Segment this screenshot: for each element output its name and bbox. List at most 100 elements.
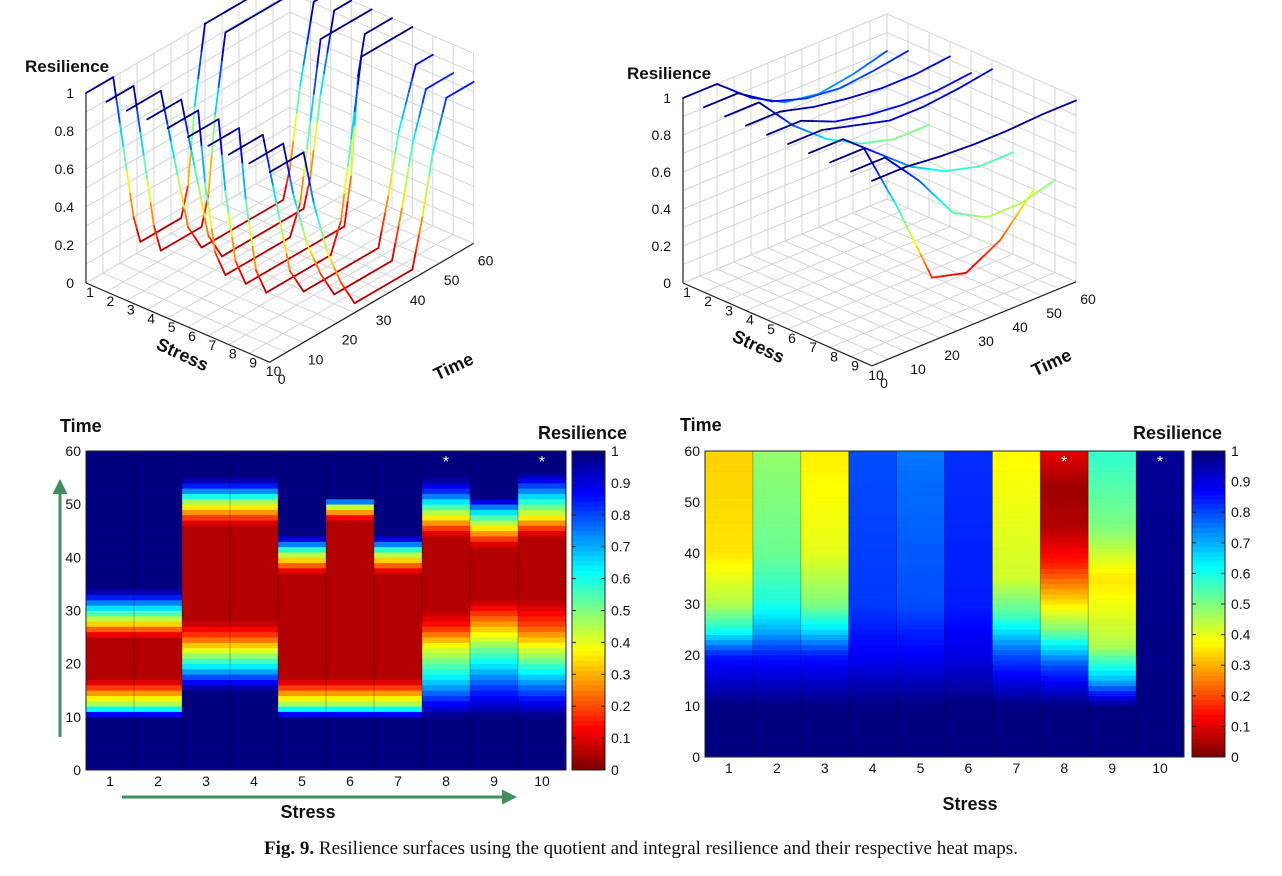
heatmap-cell (800, 614, 850, 620)
surface-line-stress-2 (105, 0, 283, 252)
colorbar-swatch (1192, 656, 1225, 662)
heatmap-cell (1040, 619, 1089, 625)
heatmap-cell (518, 668, 567, 675)
heatmap-cell (326, 488, 375, 494)
heatmap-cell (422, 498, 471, 505)
heatmap-cell (705, 670, 754, 676)
heatmap-cell (422, 530, 471, 537)
heatmap-cell (182, 716, 231, 723)
heatmap-cell (896, 706, 945, 712)
heatmap-column-7 (992, 450, 1041, 758)
surface-line-segment (326, 30, 332, 54)
grid-line (136, 252, 321, 333)
surface-line-segment (340, 281, 346, 289)
colorbar-swatch (572, 740, 605, 746)
heatmap-cell (278, 764, 327, 771)
heatmap-cell (374, 610, 423, 617)
stress-tick-label: 5 (168, 319, 176, 335)
heatmap-cell (752, 614, 802, 620)
heatmap-column-1 (85, 450, 135, 771)
heatmap-cell (86, 451, 135, 457)
heatmap-cell (848, 721, 897, 727)
heatmap-cell (134, 759, 183, 766)
colorbar-swatch (1192, 728, 1225, 734)
heatmap-cell (896, 675, 945, 681)
heatmap-cell (374, 552, 423, 558)
colorbar-swatch (572, 665, 605, 671)
surface-line-segment (387, 172, 393, 196)
surface-line-segment (924, 124, 930, 128)
heatmap-cell (518, 493, 567, 500)
heatmap-cell (518, 642, 567, 649)
heatmap-cell (1088, 655, 1137, 661)
grid-line (289, 68, 474, 149)
heatmap-cell (1136, 644, 1185, 651)
heatmap-cell (374, 498, 423, 505)
heatmap-cell (278, 716, 327, 723)
heatmap-cell (1040, 731, 1089, 737)
heatmap-cell (374, 684, 423, 691)
heatmap-cell (1088, 746, 1137, 753)
heatmap-cell (800, 466, 850, 472)
heatmap-cell (1040, 680, 1089, 686)
surface-line-segment (241, 275, 247, 285)
heatmap-cell (422, 626, 471, 633)
surface-line-segment (401, 103, 407, 120)
heatmap-cell (1136, 665, 1185, 671)
heatmap-cell (752, 690, 802, 697)
heatmap-cell (278, 589, 327, 595)
colorbar-swatch (572, 700, 605, 706)
heatmap-cell (992, 700, 1041, 707)
heatmap-cell (278, 732, 327, 739)
heatmap-cell (992, 634, 1041, 641)
heatmap-cell (278, 493, 327, 500)
heatmap-cell (422, 653, 471, 659)
heatmap-cell (230, 764, 279, 771)
heatmap-cell (134, 605, 183, 611)
heatmap-cell (182, 621, 231, 627)
heatmap-cell (230, 679, 279, 686)
heatmap-cell (422, 695, 471, 702)
heatmap-cell (848, 746, 897, 753)
heatmap-cell (422, 589, 471, 595)
heatmap-cell (86, 509, 135, 516)
heatmap-cell (705, 655, 754, 661)
heatmap-cell (230, 525, 279, 532)
heatmap-cell (1136, 456, 1185, 462)
heatmap-cell (134, 493, 183, 500)
heatmap-cell (992, 665, 1041, 671)
heatmap-cell (1136, 496, 1185, 503)
surface-line-segment (309, 92, 315, 122)
y-tick-label: 20 (684, 647, 700, 663)
heatmap-cell (1040, 634, 1089, 641)
heatmap-cell (86, 589, 135, 595)
heatmap-cell (518, 727, 567, 734)
heatmap-cell (1040, 706, 1089, 712)
heatmap-cell (182, 482, 231, 489)
heatmap-cell (470, 684, 519, 691)
heatmap-cell (848, 563, 897, 569)
heatmap-cell (1040, 451, 1089, 457)
z-tick-label: 0.2 (55, 237, 75, 253)
heatmap-cell (134, 711, 183, 718)
surface-line-segment (156, 237, 162, 252)
x-tick-label: 1 (725, 760, 733, 776)
heatmap-cell (374, 567, 423, 574)
z-tick-label: 0.8 (55, 123, 75, 139)
heatmap-cell (1088, 491, 1137, 498)
heatmap-cell (86, 562, 135, 569)
heatmap-cell (422, 722, 471, 728)
heatmap-cell (992, 649, 1041, 656)
heatmap-cell (1088, 660, 1137, 666)
surface-line-segment (353, 83, 359, 113)
heatmap-cell (1040, 598, 1089, 605)
heatmap-cell (992, 726, 1041, 732)
colorbar-swatch (1192, 604, 1225, 610)
heatmap-cell (944, 502, 993, 508)
grid-line (682, 106, 888, 191)
heatmap-cell (182, 477, 231, 484)
heatmap-cell (182, 706, 231, 712)
heatmap-cell (752, 624, 802, 630)
caption-text: Resilience surfaces using the quotient a… (318, 838, 1018, 859)
